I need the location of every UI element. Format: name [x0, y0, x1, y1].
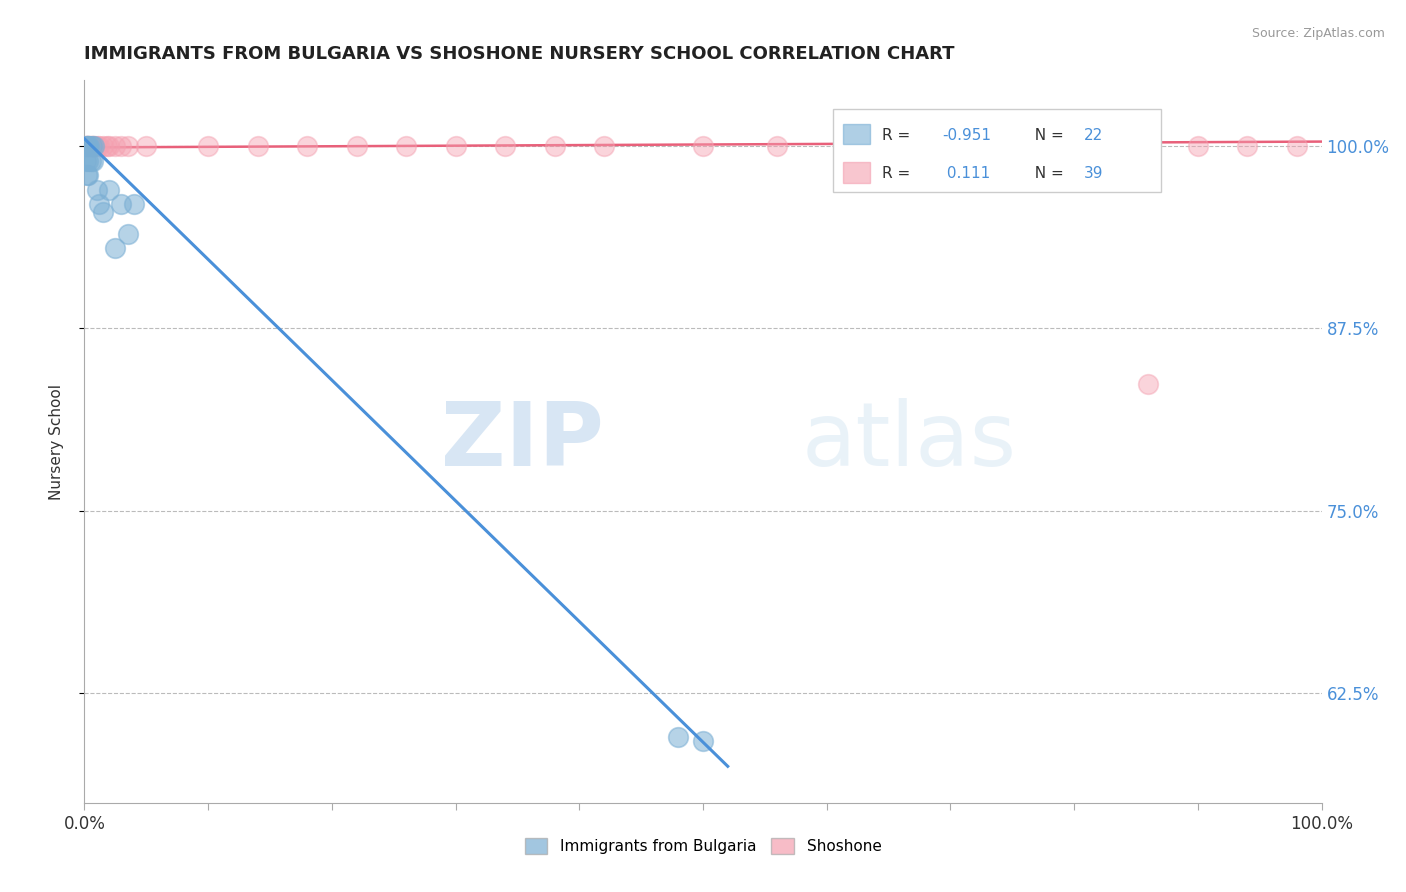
Point: [104, 241, 127, 255]
Point: [197, 139, 219, 153]
Point: [79, 139, 101, 153]
Point: [444, 139, 467, 153]
Point: [89, 197, 111, 211]
Point: [83, 139, 105, 153]
Y-axis label: Nursery School: Nursery School: [49, 384, 63, 500]
Point: [82, 153, 104, 168]
Point: [75, 139, 97, 153]
Point: [80, 139, 103, 153]
Point: [75, 139, 97, 153]
Point: [110, 139, 132, 153]
Text: 39: 39: [1084, 167, 1104, 181]
Point: [395, 139, 418, 153]
Text: ZIP: ZIP: [441, 398, 605, 485]
Text: -0.951: -0.951: [942, 128, 991, 144]
Point: [76, 139, 98, 153]
Text: atlas: atlas: [801, 398, 1017, 485]
Text: N =: N =: [1025, 167, 1069, 181]
Point: [77, 153, 100, 168]
Point: [89, 139, 111, 153]
Text: N =: N =: [1025, 128, 1069, 144]
Point: [766, 139, 789, 153]
Point: [86, 139, 108, 153]
Text: 0.111: 0.111: [942, 167, 990, 181]
Point: [841, 139, 863, 153]
Point: [1014, 139, 1036, 153]
Text: R =: R =: [883, 128, 915, 144]
Point: [77, 139, 100, 153]
Point: [96, 139, 118, 153]
Point: [117, 227, 139, 241]
Point: [1236, 139, 1258, 153]
Point: [104, 139, 127, 153]
Text: R =: R =: [883, 167, 915, 181]
Point: [86, 183, 108, 197]
Point: [98, 139, 121, 153]
Point: [593, 139, 616, 153]
Point: [77, 139, 100, 153]
Point: [76, 139, 98, 153]
Point: [79, 153, 101, 168]
Point: [117, 139, 139, 153]
Point: [246, 139, 269, 153]
Point: [135, 139, 157, 153]
FancyBboxPatch shape: [842, 162, 870, 183]
Point: [98, 183, 121, 197]
Point: [543, 139, 565, 153]
Point: [346, 139, 368, 153]
Point: [295, 139, 318, 153]
Point: [1088, 139, 1111, 153]
Text: Source: ZipAtlas.com: Source: ZipAtlas.com: [1251, 27, 1385, 40]
Point: [77, 139, 100, 153]
Point: [666, 730, 689, 744]
Point: [75, 153, 97, 168]
FancyBboxPatch shape: [832, 109, 1161, 193]
Text: 22: 22: [1084, 128, 1104, 144]
Text: IMMIGRANTS FROM BULGARIA VS SHOSHONE NURSERY SCHOOL CORRELATION CHART: IMMIGRANTS FROM BULGARIA VS SHOSHONE NUR…: [84, 45, 955, 63]
Point: [91, 204, 114, 219]
Point: [1187, 139, 1209, 153]
Point: [76, 168, 98, 182]
Point: [83, 139, 105, 153]
Legend: Immigrants from Bulgaria, Shoshone: Immigrants from Bulgaria, Shoshone: [519, 832, 887, 860]
Point: [692, 139, 714, 153]
Point: [79, 139, 101, 153]
Point: [965, 139, 987, 153]
Point: [914, 139, 936, 153]
Point: [1137, 376, 1160, 391]
Point: [91, 139, 114, 153]
Point: [75, 139, 97, 153]
Point: [77, 168, 100, 182]
FancyBboxPatch shape: [842, 124, 870, 145]
Point: [494, 139, 516, 153]
Point: [110, 197, 132, 211]
Point: [692, 734, 714, 748]
Point: [79, 139, 101, 153]
Point: [1285, 139, 1308, 153]
Point: [82, 139, 104, 153]
Point: [80, 139, 103, 153]
Point: [122, 197, 145, 211]
